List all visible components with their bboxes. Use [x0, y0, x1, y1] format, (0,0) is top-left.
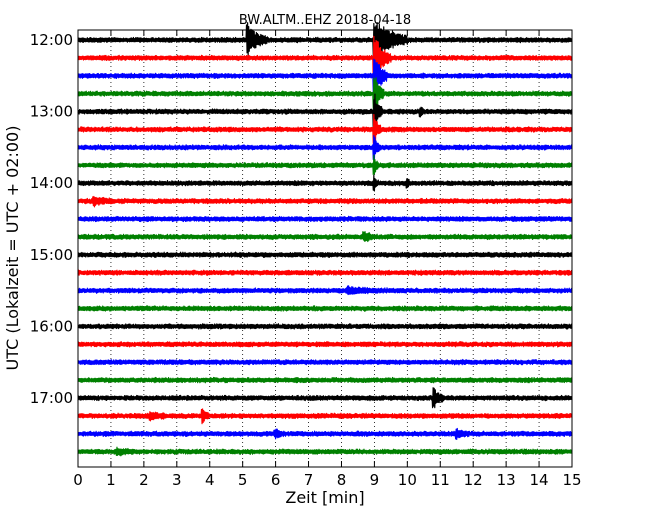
trace-row — [77, 154, 573, 176]
chart-title: BW.ALTM..EHZ 2018-04-18 — [239, 13, 411, 28]
trace-row — [77, 376, 573, 384]
trace-row — [77, 323, 573, 330]
plot-border — [77, 29, 573, 468]
x-tick-label: 1 — [106, 471, 116, 489]
y-axis-label: UTC (Lokalzeit = UTC + 02:00) — [3, 126, 22, 371]
y-tick-label: 12:00 — [30, 31, 73, 49]
x-tick-label: 7 — [304, 471, 314, 489]
trace-row — [77, 215, 573, 223]
trace-row — [77, 113, 573, 145]
trace-row — [77, 387, 573, 409]
x-tick-label: 15 — [562, 471, 581, 489]
trace-row — [77, 35, 573, 83]
x-tick-label: 2 — [139, 471, 149, 489]
x-tick-label: 12 — [464, 471, 483, 489]
trace-row — [77, 358, 573, 366]
plot-frame — [77, 29, 573, 468]
x-tick-label: 0 — [73, 471, 83, 489]
x-axis-label: Zeit [min] — [285, 488, 364, 507]
x-tick-label: 11 — [431, 471, 450, 489]
x-tick-label: 4 — [205, 471, 215, 489]
y-tick-label: 16:00 — [30, 317, 73, 335]
trace-row — [77, 174, 573, 192]
x-tick-label: 5 — [238, 471, 248, 489]
traces-layer — [77, 21, 573, 457]
trace-row — [77, 269, 573, 276]
trace-row — [77, 21, 573, 57]
trace-row — [77, 341, 573, 348]
x-tick-label: 13 — [497, 471, 516, 489]
y-tick-label: 13:00 — [30, 103, 73, 121]
x-tick-label: 3 — [172, 471, 182, 489]
trace-row — [77, 408, 573, 425]
trace-row — [77, 58, 573, 97]
y-tick-label: 14:00 — [30, 174, 73, 192]
y-ticks: 12:00 13:00 14:00 15:00 16:00 17:00 — [30, 31, 572, 407]
trace-row — [77, 251, 573, 259]
x-ticks: 0 1 2 3 4 5 6 7 8 9 10 11 12 13 14 15 — [73, 30, 582, 489]
trace-row — [77, 195, 573, 208]
x-tick-label: 14 — [530, 471, 549, 489]
trace-row — [77, 305, 573, 312]
y-tick-label: 15:00 — [30, 246, 73, 264]
x-tick-label: 8 — [337, 471, 347, 489]
trace-row — [77, 446, 573, 457]
x-tick-label: 6 — [271, 471, 281, 489]
x-tick-label: 9 — [370, 471, 380, 489]
trace-row — [77, 285, 573, 296]
x-tick-label: 10 — [398, 471, 417, 489]
y-tick-label: 17:00 — [30, 389, 73, 407]
trace-row — [77, 77, 573, 110]
trace-row — [77, 93, 573, 132]
trace-row — [77, 427, 573, 441]
trace-row — [77, 231, 573, 243]
trace-row — [77, 135, 573, 161]
